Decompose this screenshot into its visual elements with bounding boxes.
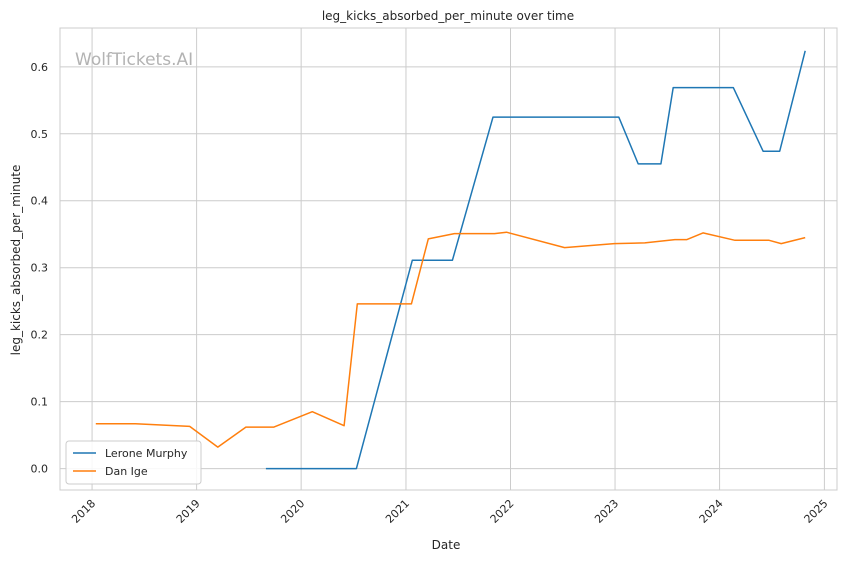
grid [60,28,837,490]
x-tick-label: 2025 [802,497,831,526]
x-tick-label: 2021 [383,497,412,526]
x-axis-ticks: 2018 2019 2020 2021 2022 2023 2024 2025 [69,497,830,526]
x-tick-label: 2024 [697,497,726,526]
legend-box [65,440,202,485]
legend-label: Lerone Murphy [105,447,188,460]
x-tick-label: 2023 [592,497,621,526]
y-tick-label: 0.4 [31,195,49,208]
x-tick-label: 2020 [278,497,307,526]
series-line-dan-ige [95,231,806,448]
chart-title: leg_kicks_absorbed_per_minute over time [322,9,574,23]
x-axis-label: Date [432,538,461,552]
watermark: WolfTickets.AI [75,50,193,70]
x-tick-label: 2018 [69,497,98,526]
y-tick-label: 0.0 [31,463,49,476]
legend-label: Dan Ige [105,465,148,478]
y-tick-label: 0.2 [31,329,49,342]
series-lines [95,50,806,470]
y-axis-ticks: 0.0 0.1 0.2 0.3 0.4 0.5 0.6 [31,61,49,476]
x-tick-label: 2022 [488,497,517,526]
series-line-lerone-murphy [265,50,806,470]
plot-frame [59,27,838,491]
y-tick-label: 0.1 [31,396,49,409]
y-axis-label: leg_kicks_absorbed_per_minute [9,165,23,356]
y-tick-label: 0.6 [31,61,49,74]
plot-background [60,28,837,490]
y-tick-label: 0.5 [31,128,49,141]
x-tick-label: 2019 [174,497,203,526]
y-tick-label: 0.3 [31,262,49,275]
legend: Lerone Murphy Dan Ige [65,440,202,485]
